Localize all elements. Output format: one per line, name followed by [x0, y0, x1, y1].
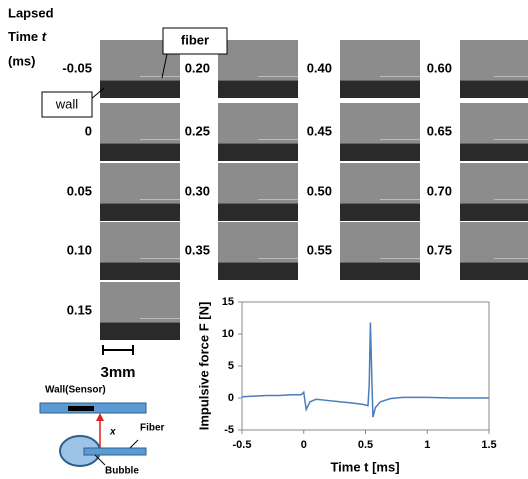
- frame-label: 0: [85, 123, 92, 138]
- photo-wall: [218, 80, 298, 98]
- signal-line: [241, 322, 489, 418]
- y-axis-title: Impulsive force F [N]: [196, 302, 211, 431]
- photo-wall: [100, 203, 180, 221]
- y-tick-label: 0: [228, 392, 234, 404]
- arrow-head: [96, 413, 104, 421]
- frame-label: 0.65: [427, 123, 452, 138]
- header-line: (ms): [8, 53, 35, 68]
- leader: [94, 454, 106, 466]
- frame-label: 0.30: [185, 183, 210, 198]
- callout-box: [162, 27, 228, 55]
- diagram-label: Wall(Sensor): [45, 385, 106, 396]
- sensor-shape: [68, 406, 94, 411]
- frame-label: 0.70: [427, 183, 452, 198]
- frame-label: -0.05: [62, 60, 92, 75]
- header-text: Time: [8, 29, 42, 44]
- x-tick-label: 1: [424, 439, 430, 451]
- header-line: Time t: [8, 29, 47, 44]
- photo-wall: [100, 143, 180, 161]
- header-var: t: [42, 29, 47, 44]
- photo-wall: [218, 143, 298, 161]
- x-tick-label: 0.5: [358, 439, 373, 451]
- frame-label: 0.25: [185, 123, 210, 138]
- photo-wall: [460, 262, 528, 280]
- x-tick-label: 0: [301, 439, 307, 451]
- photo-wall: [340, 203, 420, 221]
- frame-label: 0.50: [307, 183, 332, 198]
- frame-label: 0.75: [427, 242, 452, 257]
- photo-wall: [218, 262, 298, 280]
- photo-wall: [340, 143, 420, 161]
- y-tick-label: -5: [224, 424, 234, 436]
- frames: -0.05 0 0.05 0.10 0.15 0.20 0.25 0.30 0.35 0.40 0.…: [62, 40, 528, 340]
- plot-frame: [241, 301, 490, 431]
- diagram-label: x: [109, 427, 116, 438]
- diagram-label: Fiber: [140, 423, 165, 434]
- photo-wall: [100, 80, 180, 98]
- frame-label: 0.45: [307, 123, 332, 138]
- frame-label: 0.60: [427, 60, 452, 75]
- photo-wall: [460, 203, 528, 221]
- diagram: [39, 402, 147, 467]
- photo-wall: [460, 80, 528, 98]
- photo-wall: [218, 203, 298, 221]
- photo-wall: [460, 143, 528, 161]
- photo-wall: [100, 322, 180, 340]
- y-tick-label: 10: [222, 328, 234, 340]
- scale-label: 3mm: [100, 364, 135, 381]
- x-tick-label: 1.5: [481, 439, 496, 451]
- frame-label: 0.20: [185, 60, 210, 75]
- callout-label: wall: [55, 96, 79, 111]
- y-tick-label: 5: [228, 360, 234, 372]
- frame-label: 0.15: [67, 302, 92, 317]
- fiber-shape: [83, 447, 147, 456]
- photo-wall: [100, 262, 180, 280]
- diagram-label: Bubble: [105, 466, 139, 477]
- frame-label: 0.10: [67, 242, 92, 257]
- callout-label: fiber: [181, 32, 209, 47]
- leader: [129, 439, 139, 449]
- scale-bar: [102, 345, 134, 355]
- y-tick-label: 15: [222, 296, 234, 308]
- frame-label: 0.05: [67, 183, 92, 198]
- frame-label: 0.55: [307, 242, 332, 257]
- photo-wall: [340, 80, 420, 98]
- photo-wall: [340, 262, 420, 280]
- callout-box: [41, 91, 93, 118]
- frame-label: 0.35: [185, 242, 210, 257]
- callout-line: [161, 53, 168, 79]
- header-line: Lapsed: [8, 5, 54, 20]
- x-tick-label: -0.5: [233, 439, 252, 451]
- x-axis-title: Time t [ms]: [330, 459, 399, 474]
- frame-label: 0.40: [307, 60, 332, 75]
- chart: -5 0 5 10 15 -0.5 0 0.5 1 1.5: [222, 296, 497, 451]
